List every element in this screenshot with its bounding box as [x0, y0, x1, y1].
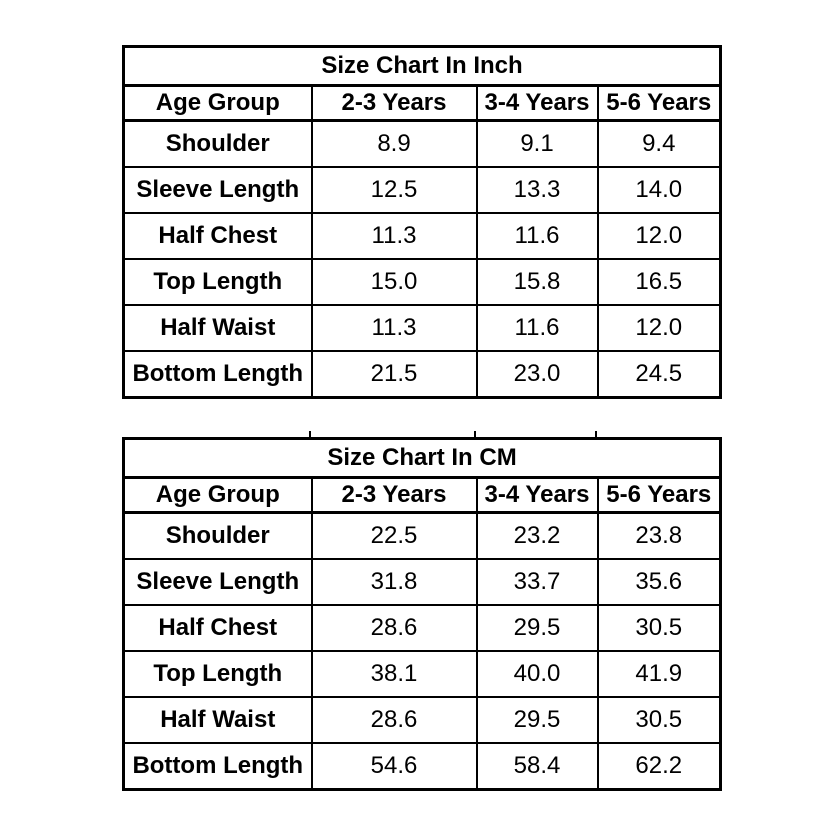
cell-value: 14.0 [596, 166, 722, 214]
column-header-2-3-years: 2-3 Years [310, 476, 478, 514]
row-label: Half Chest [122, 604, 313, 652]
row-label: Half Waist [122, 696, 313, 744]
table-row-shoulder: Shoulder 8.9 9.1 9.4 [122, 119, 722, 168]
column-header-5-6-years: 5-6 Years [596, 84, 722, 122]
column-header-row: Age Group 2-3 Years 3-4 Years 5-6 Years [122, 476, 722, 514]
cell-value: 31.8 [310, 558, 478, 606]
column-header-age-group: Age Group [122, 84, 313, 122]
cell-value: 22.5 [310, 511, 478, 560]
cell-value: 30.5 [596, 604, 722, 652]
cell-value: 16.5 [596, 258, 722, 306]
row-label: Shoulder [122, 119, 313, 168]
table-title: Size Chart In CM [122, 437, 722, 479]
table-title-row: Size Chart In CM [122, 437, 722, 479]
cell-value: 28.6 [310, 696, 478, 744]
table-row-bottom-length: Bottom Length 54.6 58.4 62.2 [122, 742, 722, 791]
cell-value: 12.0 [596, 212, 722, 260]
cell-value: 58.4 [475, 742, 599, 791]
cell-value: 38.1 [310, 650, 478, 698]
cell-value: 8.9 [310, 119, 478, 168]
cell-value: 11.6 [475, 304, 599, 352]
column-tick-mark [595, 431, 597, 437]
cell-value: 11.3 [310, 304, 478, 352]
table-title-row: Size Chart In Inch [122, 45, 722, 87]
table-row-half-waist: Half Waist 11.3 11.6 12.0 [122, 304, 722, 352]
table-row-top-length: Top Length 15.0 15.8 16.5 [122, 258, 722, 306]
row-label: Sleeve Length [122, 558, 313, 606]
column-header-3-4-years: 3-4 Years [475, 84, 599, 122]
cell-value: 33.7 [475, 558, 599, 606]
cell-value: 12.0 [596, 304, 722, 352]
column-header-5-6-years: 5-6 Years [596, 476, 722, 514]
cell-value: 35.6 [596, 558, 722, 606]
column-tick-mark [309, 431, 311, 437]
column-header-2-3-years: 2-3 Years [310, 84, 478, 122]
cell-value: 28.6 [310, 604, 478, 652]
cell-value: 11.3 [310, 212, 478, 260]
column-header-age-group: Age Group [122, 476, 313, 514]
column-tick-mark [474, 431, 476, 437]
cell-value: 9.1 [475, 119, 599, 168]
cell-value: 40.0 [475, 650, 599, 698]
row-label: Top Length [122, 258, 313, 306]
cell-value: 41.9 [596, 650, 722, 698]
table-row-sleeve-length: Sleeve Length 31.8 33.7 35.6 [122, 558, 722, 606]
cell-value: 30.5 [596, 696, 722, 744]
size-chart-cm-table: Size Chart In CM Age Group 2-3 Years 3-4… [122, 437, 723, 791]
size-chart-inch-table: Size Chart In Inch Age Group 2-3 Years 3… [122, 45, 722, 399]
row-label: Bottom Length [122, 742, 313, 791]
cell-value: 29.5 [475, 696, 599, 744]
table-row-half-chest: Half Chest 11.3 11.6 12.0 [122, 212, 722, 260]
cell-value: 11.6 [475, 212, 599, 260]
table-row-sleeve-length: Sleeve Length 12.5 13.3 14.0 [122, 166, 722, 214]
table-row-half-chest: Half Chest 28.6 29.5 30.5 [122, 604, 722, 652]
column-header-3-4-years: 3-4 Years [475, 476, 599, 514]
table-row-shoulder: Shoulder 22.5 23.2 23.8 [122, 511, 722, 560]
cell-value: 23.8 [596, 511, 722, 560]
cell-value: 29.5 [475, 604, 599, 652]
row-label: Half Chest [122, 212, 313, 260]
cell-value: 15.0 [310, 258, 478, 306]
cell-value: 23.2 [475, 511, 599, 560]
column-header-row: Age Group 2-3 Years 3-4 Years 5-6 Years [122, 84, 722, 122]
row-label: Sleeve Length [122, 166, 313, 214]
table-title: Size Chart In Inch [122, 45, 722, 87]
table-row-half-waist: Half Waist 28.6 29.5 30.5 [122, 696, 722, 744]
row-label: Top Length [122, 650, 313, 698]
cell-value: 15.8 [475, 258, 599, 306]
cell-value: 9.4 [596, 119, 722, 168]
table-row-top-length: Top Length 38.1 40.0 41.9 [122, 650, 722, 698]
cell-value: 62.2 [596, 742, 722, 791]
cell-value: 12.5 [310, 166, 478, 214]
row-label: Half Waist [122, 304, 313, 352]
row-label: Bottom Length [122, 350, 313, 399]
cell-value: 23.0 [475, 350, 599, 399]
cell-value: 24.5 [596, 350, 722, 399]
cell-value: 21.5 [310, 350, 478, 399]
table-row-bottom-length: Bottom Length 21.5 23.0 24.5 [122, 350, 722, 399]
cell-value: 13.3 [475, 166, 599, 214]
cell-value: 54.6 [310, 742, 478, 791]
row-label: Shoulder [122, 511, 313, 560]
